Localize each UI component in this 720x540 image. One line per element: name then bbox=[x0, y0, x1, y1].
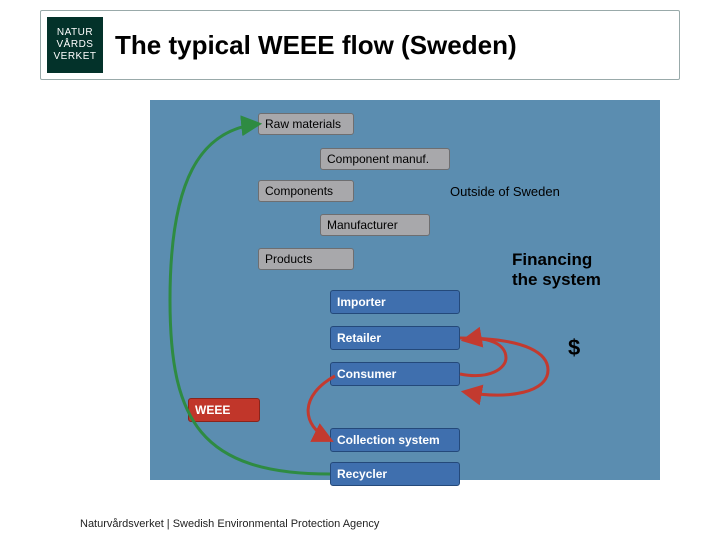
footer: Naturvårdsverket | Swedish Environmental… bbox=[80, 518, 379, 530]
node-label: Raw materials bbox=[265, 117, 341, 131]
node-label: Collection system bbox=[337, 433, 440, 447]
node-label: WEEE bbox=[195, 403, 230, 417]
node-component-manuf: Component manuf. bbox=[320, 148, 450, 170]
node-label: Manufacturer bbox=[327, 218, 398, 232]
logo-line3: VERKET bbox=[53, 51, 96, 63]
node-consumer: Consumer bbox=[330, 362, 460, 386]
logo-line2: VÅRDS bbox=[57, 39, 94, 51]
node-collection-system: Collection system bbox=[330, 428, 460, 452]
node-weee: WEEE bbox=[188, 398, 260, 422]
node-products: Products bbox=[258, 248, 354, 270]
node-components: Components bbox=[258, 180, 354, 202]
annotation-dollar: $ bbox=[568, 335, 580, 361]
annotation-financing-1: Financing bbox=[512, 250, 592, 270]
slide: NATUR VÅRDS VERKET The typical WEEE flow… bbox=[0, 0, 720, 540]
node-label: Importer bbox=[337, 295, 386, 309]
node-importer: Importer bbox=[330, 290, 460, 314]
page-title: The typical WEEE flow (Sweden) bbox=[115, 30, 517, 61]
node-manufacturer: Manufacturer bbox=[320, 214, 430, 236]
annotation-outside: Outside of Sweden bbox=[450, 184, 560, 199]
annotation-financing-2: the system bbox=[512, 270, 601, 290]
logo-line1: NATUR bbox=[57, 27, 93, 39]
node-label: Products bbox=[265, 252, 312, 266]
node-label: Components bbox=[265, 184, 333, 198]
node-label: Component manuf. bbox=[327, 152, 429, 166]
node-label: Retailer bbox=[337, 331, 381, 345]
node-label: Recycler bbox=[337, 467, 387, 481]
header: NATUR VÅRDS VERKET The typical WEEE flow… bbox=[40, 10, 680, 80]
logo: NATUR VÅRDS VERKET bbox=[47, 17, 103, 73]
node-label: Consumer bbox=[337, 367, 396, 381]
node-retailer: Retailer bbox=[330, 326, 460, 350]
node-raw-materials: Raw materials bbox=[258, 113, 354, 135]
node-recycler: Recycler bbox=[330, 462, 460, 486]
